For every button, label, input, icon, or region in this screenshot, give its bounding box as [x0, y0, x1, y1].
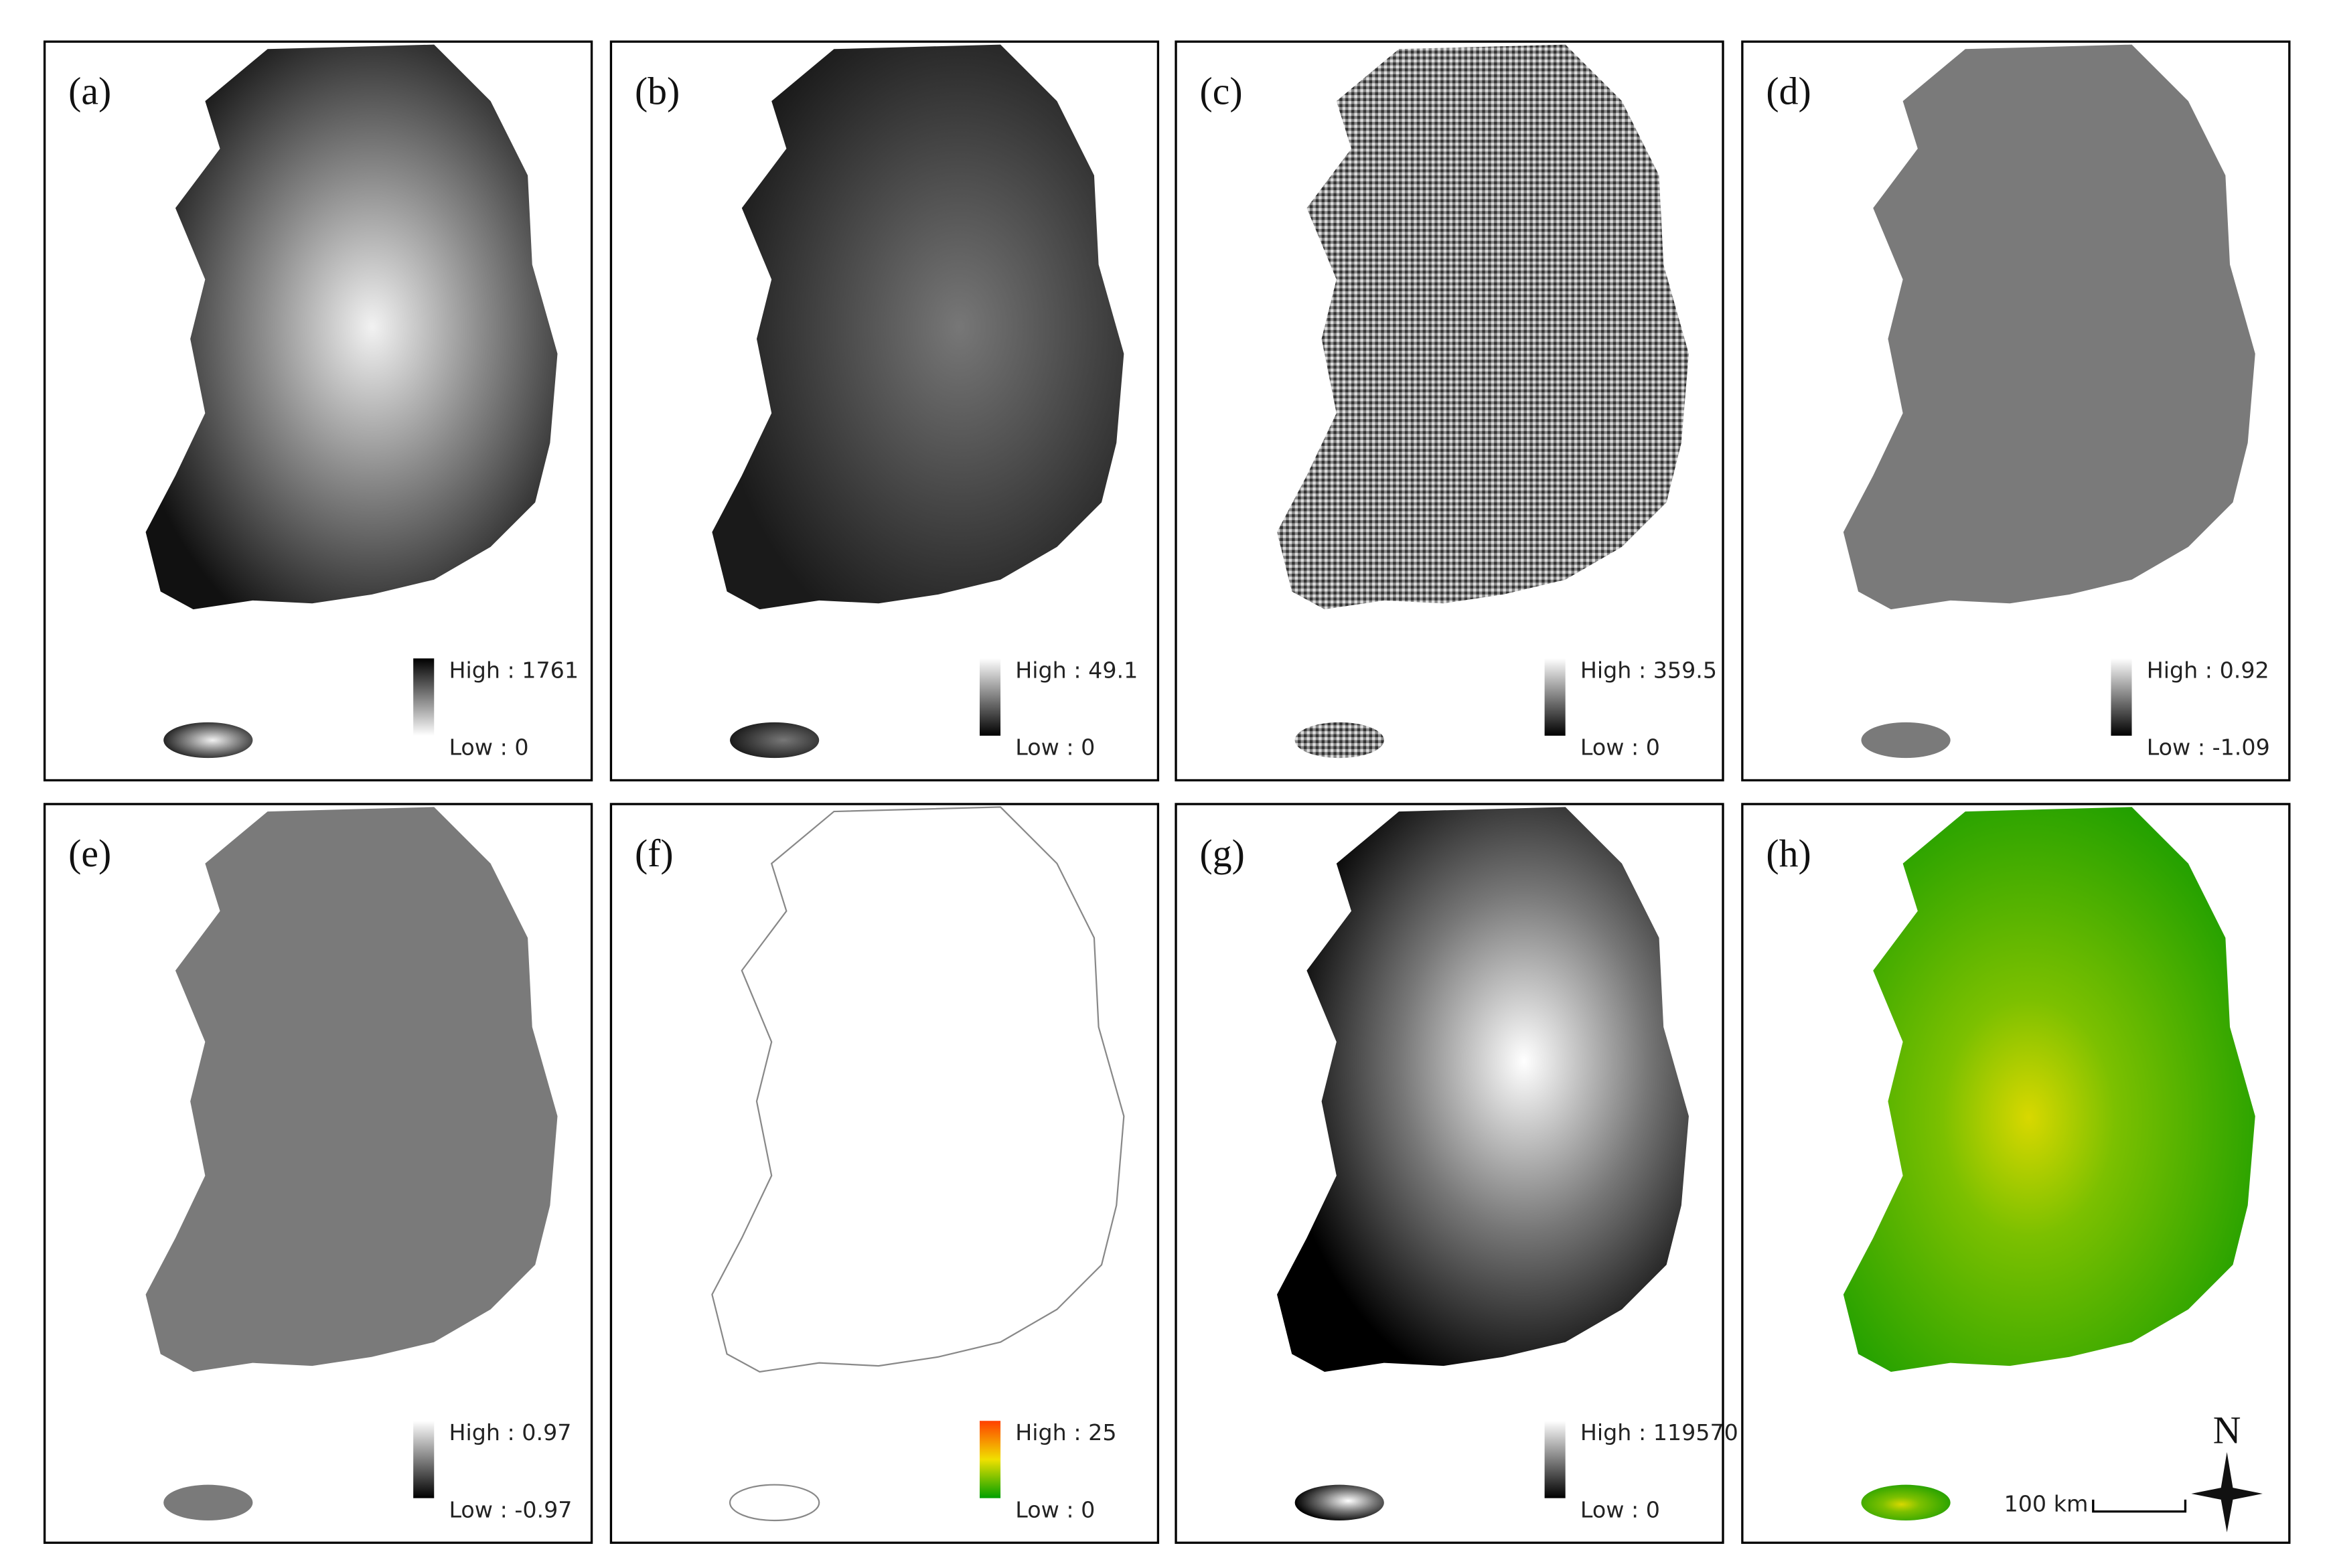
panel-label: (g) [1200, 833, 1245, 875]
legend-ramp [979, 1421, 1001, 1498]
map-panel: (c) High : 359.5 Low : 0 [1175, 40, 1724, 782]
north-label: N [2213, 1410, 2241, 1452]
legend-ramp [979, 658, 1001, 736]
legend-low: Low : 0 [1015, 1497, 1095, 1523]
map-panel: (h) 100 km N [1741, 803, 2291, 1544]
compass [2191, 1452, 2263, 1533]
legend-high: High : 1761 [449, 657, 579, 683]
panel-label: (e) [68, 833, 111, 875]
peninsula [1843, 44, 2255, 610]
panel-label: (d) [1766, 70, 1811, 112]
legend-ramp [413, 1421, 435, 1498]
legend-high: High : 359.5 [1580, 657, 1717, 683]
map-panel: (d) High : 0.92 Low : -1.09 [1741, 40, 2291, 782]
legend-low: Low : 0 [1580, 734, 1660, 761]
scale-bar [2092, 1499, 2187, 1513]
legend-high: High : 49.1 [1015, 657, 1138, 683]
panel-label: (c) [1200, 70, 1243, 112]
map-panel: (a) High : 1761 Low : 0 [43, 40, 593, 782]
legend-ramp [2111, 658, 2132, 736]
jeju-island [1861, 1484, 1951, 1520]
jeju-island [1294, 722, 1384, 759]
legend-low: Low : 0 [449, 734, 528, 761]
peninsula [1277, 44, 1689, 610]
legend-low: Low : -0.97 [449, 1497, 572, 1523]
jeju-island [1294, 1484, 1384, 1520]
legend-high: High : 25 [1015, 1419, 1116, 1445]
legend-ramp [413, 658, 435, 736]
jeju-island [1861, 722, 1951, 759]
jeju-island [163, 722, 253, 759]
peninsula [1277, 807, 1689, 1372]
map-panel: (g) High : 119570 Low : 0 [1175, 803, 1738, 1544]
map-panel: (e) High : 0.97 Low : -0.97 [43, 803, 593, 1544]
map-panel: (b) High : 49.1 Low : 0 [609, 40, 1160, 782]
legend-ramp [1544, 658, 1566, 736]
peninsula [145, 807, 558, 1372]
legend-low: Low : 0 [1015, 734, 1095, 761]
legend-low: Low : -1.09 [2147, 734, 2270, 761]
peninsula [712, 44, 1124, 610]
jeju-island [163, 1484, 253, 1520]
scale-bar-label: 100 km [2004, 1491, 2089, 1517]
legend-low: Low : 0 [1580, 1497, 1660, 1523]
legend-high: High : 0.97 [449, 1419, 571, 1445]
jeju-island [730, 722, 820, 759]
panel-label: (f) [635, 833, 674, 875]
legend-ramp [1544, 1421, 1566, 1498]
panel-label: (h) [1766, 833, 1811, 875]
legend-high: High : 0.92 [2147, 657, 2269, 683]
panel-label: (a) [68, 70, 111, 112]
peninsula [145, 44, 558, 610]
legend-high: High : 119570 [1580, 1419, 1738, 1445]
jeju-island [729, 1484, 820, 1522]
panel-label: (b) [635, 70, 680, 112]
peninsula [1843, 807, 2255, 1372]
peninsula [711, 806, 1125, 1373]
map-panel: (f) High : 25 Low : 0 [609, 803, 1160, 1544]
